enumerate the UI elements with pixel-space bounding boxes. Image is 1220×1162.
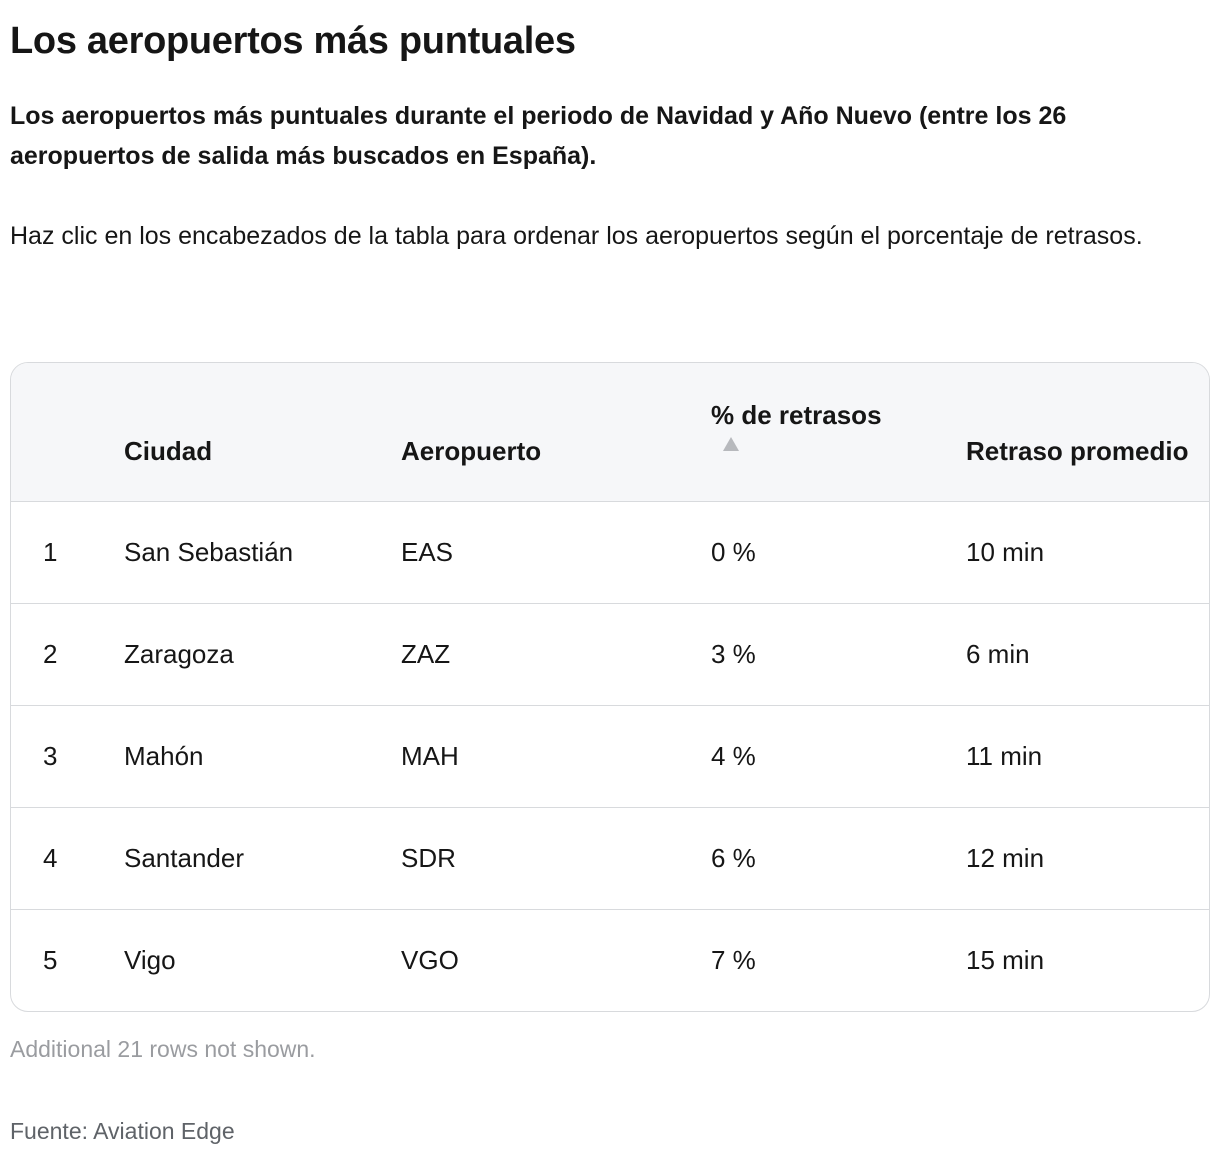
rank-cell: 1 xyxy=(43,536,58,567)
rank-cell: 2 xyxy=(11,602,124,705)
rank-cell: 4 xyxy=(11,806,124,909)
airport-cell: MAH xyxy=(401,704,711,807)
delays-cell: 7 % xyxy=(711,908,966,1011)
table-row: 5 Vigo VGO 7 % 15 min xyxy=(11,908,1209,1011)
instructions-text: Haz clic en los encabezados de la tabla … xyxy=(10,222,1143,250)
delays-cell: 0 % xyxy=(711,536,756,567)
rank-cell: 5 xyxy=(11,908,124,1011)
city-cell: Zaragoza xyxy=(124,602,401,705)
header-city[interactable]: Ciudad xyxy=(124,363,401,502)
table-header: Ciudad Aeropuerto % de retrasos Retraso … xyxy=(11,363,1209,502)
header-delays-label[interactable]: % de retrasos xyxy=(711,400,882,430)
table-row: 3 Mahón MAH 4 % 11 min xyxy=(11,704,1209,807)
header-delays-wrap[interactable]: % de retrasos xyxy=(711,397,882,451)
city-cell: Vigo xyxy=(124,908,401,1011)
rows-not-shown-note: Additional 21 rows not shown. xyxy=(10,1036,316,1062)
header-delays[interactable]: % de retrasos xyxy=(711,363,966,502)
avg-delay-cell: 11 min xyxy=(966,704,1209,807)
sort-ascending-icon[interactable] xyxy=(723,437,739,451)
table-row: 4 Santander SDR 6 % 12 min xyxy=(11,806,1209,909)
airport-cell: VGO xyxy=(401,908,711,1011)
avg-delay-cell: 10 min xyxy=(966,536,1045,567)
airport-cell: ZAZ xyxy=(401,602,711,705)
airports-table-container: Ciudad Aeropuerto % de retrasos Retraso … xyxy=(10,362,1210,1012)
city-cell: Mahón xyxy=(124,704,401,807)
airport-cell: EAS xyxy=(401,536,454,567)
airports-table: Ciudad Aeropuerto % de retrasos Retraso … xyxy=(11,363,1209,1011)
avg-delay-cell: 6 min xyxy=(966,602,1209,705)
table-row: 2 Zaragoza ZAZ 3 % 6 min xyxy=(11,602,1209,705)
header-avg-delay-label[interactable]: Retraso promedio xyxy=(966,435,1189,466)
table-header-row: Ciudad Aeropuerto % de retrasos Retraso … xyxy=(11,363,1209,502)
city-cell: Santander xyxy=(124,806,401,909)
source-note: Fuente: Aviation Edge xyxy=(10,1118,235,1144)
table-row: 1 San Sebastián EAS 0 % 10 min xyxy=(11,501,1209,603)
header-avg-delay[interactable]: Retraso promedio xyxy=(966,363,1209,502)
city-cell: San Sebastián xyxy=(124,536,294,567)
page-title: Los aeropuertos más puntuales xyxy=(10,20,576,62)
avg-delay-cell: 12 min xyxy=(966,806,1209,909)
airport-cell: SDR xyxy=(401,806,711,909)
avg-delay-cell: 15 min xyxy=(966,908,1209,1011)
intro-text: Los aeropuertos más puntuales durante el… xyxy=(10,102,1067,170)
table-body: 1 San Sebastián EAS 0 % 10 min 2 Zaragoza ZAZ 3 … xyxy=(11,501,1209,1011)
delays-cell: 4 % xyxy=(711,704,966,807)
delays-cell: 3 % xyxy=(711,602,966,705)
header-rank xyxy=(11,363,124,502)
delays-cell: 6 % xyxy=(711,806,966,909)
header-airport[interactable]: Aeropuerto xyxy=(401,363,711,502)
rank-cell: 3 xyxy=(11,704,124,807)
